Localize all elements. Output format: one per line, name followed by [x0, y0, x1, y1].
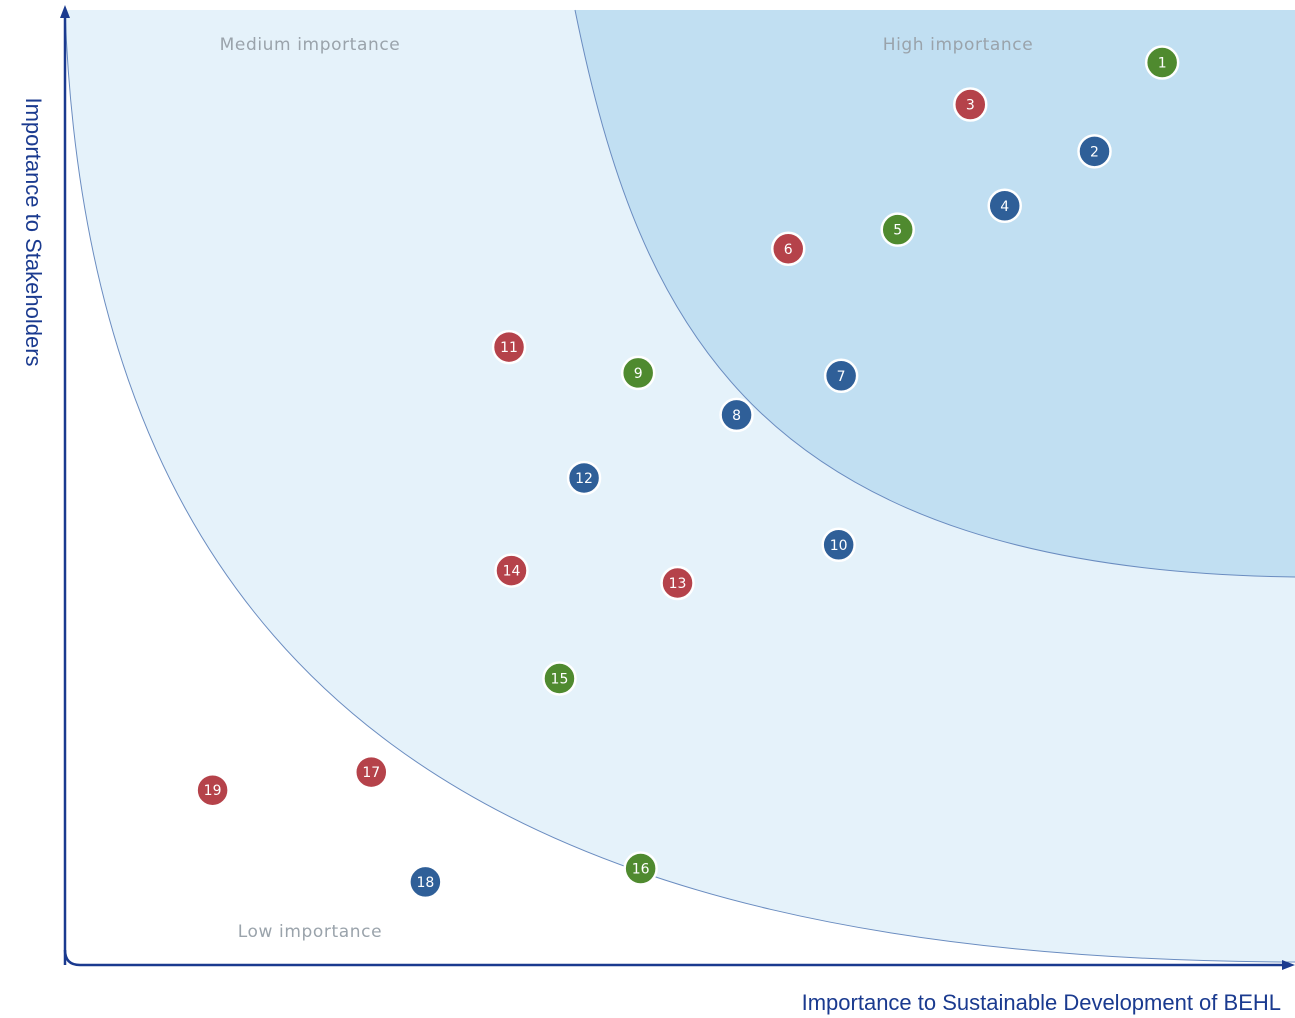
data-point-7: 7	[823, 358, 859, 394]
point-marker	[620, 355, 656, 391]
data-point-5: 5	[880, 212, 915, 247]
point-label: 13	[669, 576, 687, 592]
data-point-17: 17	[354, 754, 389, 790]
data-point-19: 19	[195, 772, 230, 808]
point-marker	[987, 188, 1022, 224]
point-marker	[623, 851, 658, 886]
zone-label-high: High importance	[883, 35, 1034, 55]
data-point-10: 10	[821, 527, 856, 563]
point-marker	[566, 460, 602, 496]
point-marker	[1144, 45, 1180, 80]
point-label: 8	[732, 408, 741, 424]
y-axis-title: Importance to Stakeholders	[21, 97, 46, 366]
point-label: 10	[830, 538, 848, 554]
high-importance-zone	[575, 10, 1295, 577]
point-marker	[195, 772, 230, 808]
point-label: 15	[551, 672, 569, 688]
low-medium-boundary	[64, 9, 1295, 963]
point-marker	[494, 553, 529, 588]
point-label: 9	[634, 366, 643, 382]
data-point-6: 6	[770, 231, 806, 266]
medium-high-boundary	[574, 9, 1295, 578]
point-label: 7	[837, 369, 846, 385]
point-label: 14	[503, 564, 521, 580]
zone-label-medium: Medium importance	[220, 35, 401, 55]
data-point-4: 4	[987, 188, 1022, 224]
point-label: 2	[1090, 144, 1099, 160]
point-label: 19	[204, 783, 222, 799]
zone-label-low: Low importance	[238, 922, 382, 942]
data-point-3: 3	[953, 87, 988, 122]
point-marker	[491, 329, 527, 365]
point-marker	[821, 527, 856, 563]
point-label: 12	[575, 471, 593, 487]
data-point-11: 11	[491, 329, 527, 365]
point-marker	[408, 864, 443, 900]
point-label: 17	[362, 765, 380, 781]
point-marker	[1077, 134, 1112, 169]
data-point-12: 12	[566, 460, 602, 496]
point-marker	[719, 397, 754, 433]
point-marker	[770, 231, 806, 266]
point-marker	[823, 358, 859, 394]
data-point-9: 9	[620, 355, 656, 391]
point-marker	[354, 754, 389, 790]
point-marker	[542, 661, 577, 696]
data-point-8: 8	[719, 397, 754, 433]
data-point-18: 18	[408, 864, 443, 900]
point-label: 16	[632, 862, 650, 878]
point-label: 1	[1158, 56, 1167, 72]
data-point-1: 1	[1144, 45, 1180, 80]
point-label: 11	[500, 340, 518, 356]
point-marker	[880, 212, 915, 247]
point-label: 5	[893, 223, 902, 239]
point-label: 18	[416, 875, 434, 891]
point-label: 3	[966, 98, 975, 114]
data-point-14: 14	[494, 553, 529, 588]
data-point-16: 16	[623, 851, 658, 886]
point-label: 6	[784, 242, 793, 258]
x-axis-arrowhead	[1282, 960, 1295, 970]
data-point-15: 15	[542, 661, 577, 696]
y-axis-arrowhead	[60, 5, 70, 18]
data-point-13: 13	[660, 565, 695, 601]
point-label: 4	[1000, 199, 1009, 215]
x-axis	[63, 949, 1285, 967]
data-point-2: 2	[1077, 134, 1112, 169]
point-marker	[660, 565, 695, 601]
point-marker	[953, 87, 988, 122]
x-axis-title: Importance to Sustainable Development of…	[802, 990, 1281, 1015]
